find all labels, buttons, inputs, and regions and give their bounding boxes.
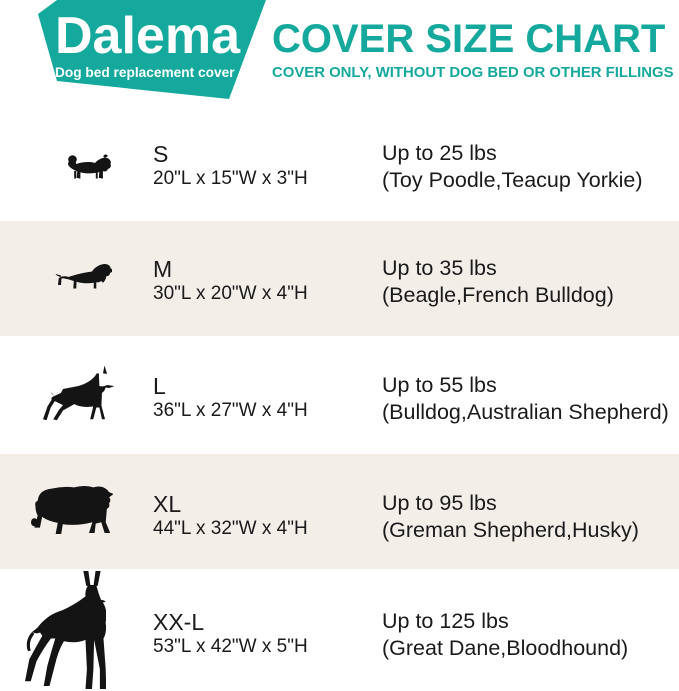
svg-text:Dog bed replacement cover: Dog bed replacement cover — [55, 65, 235, 80]
svg-text:COVER SIZE CHART: COVER SIZE CHART — [272, 17, 665, 61]
svg-text:Dalema: Dalema — [55, 7, 241, 65]
svg-text:COVER ONLY, WITHOUT DOG BED OR: COVER ONLY, WITHOUT DOG BED OR OTHER FIL… — [272, 65, 674, 81]
